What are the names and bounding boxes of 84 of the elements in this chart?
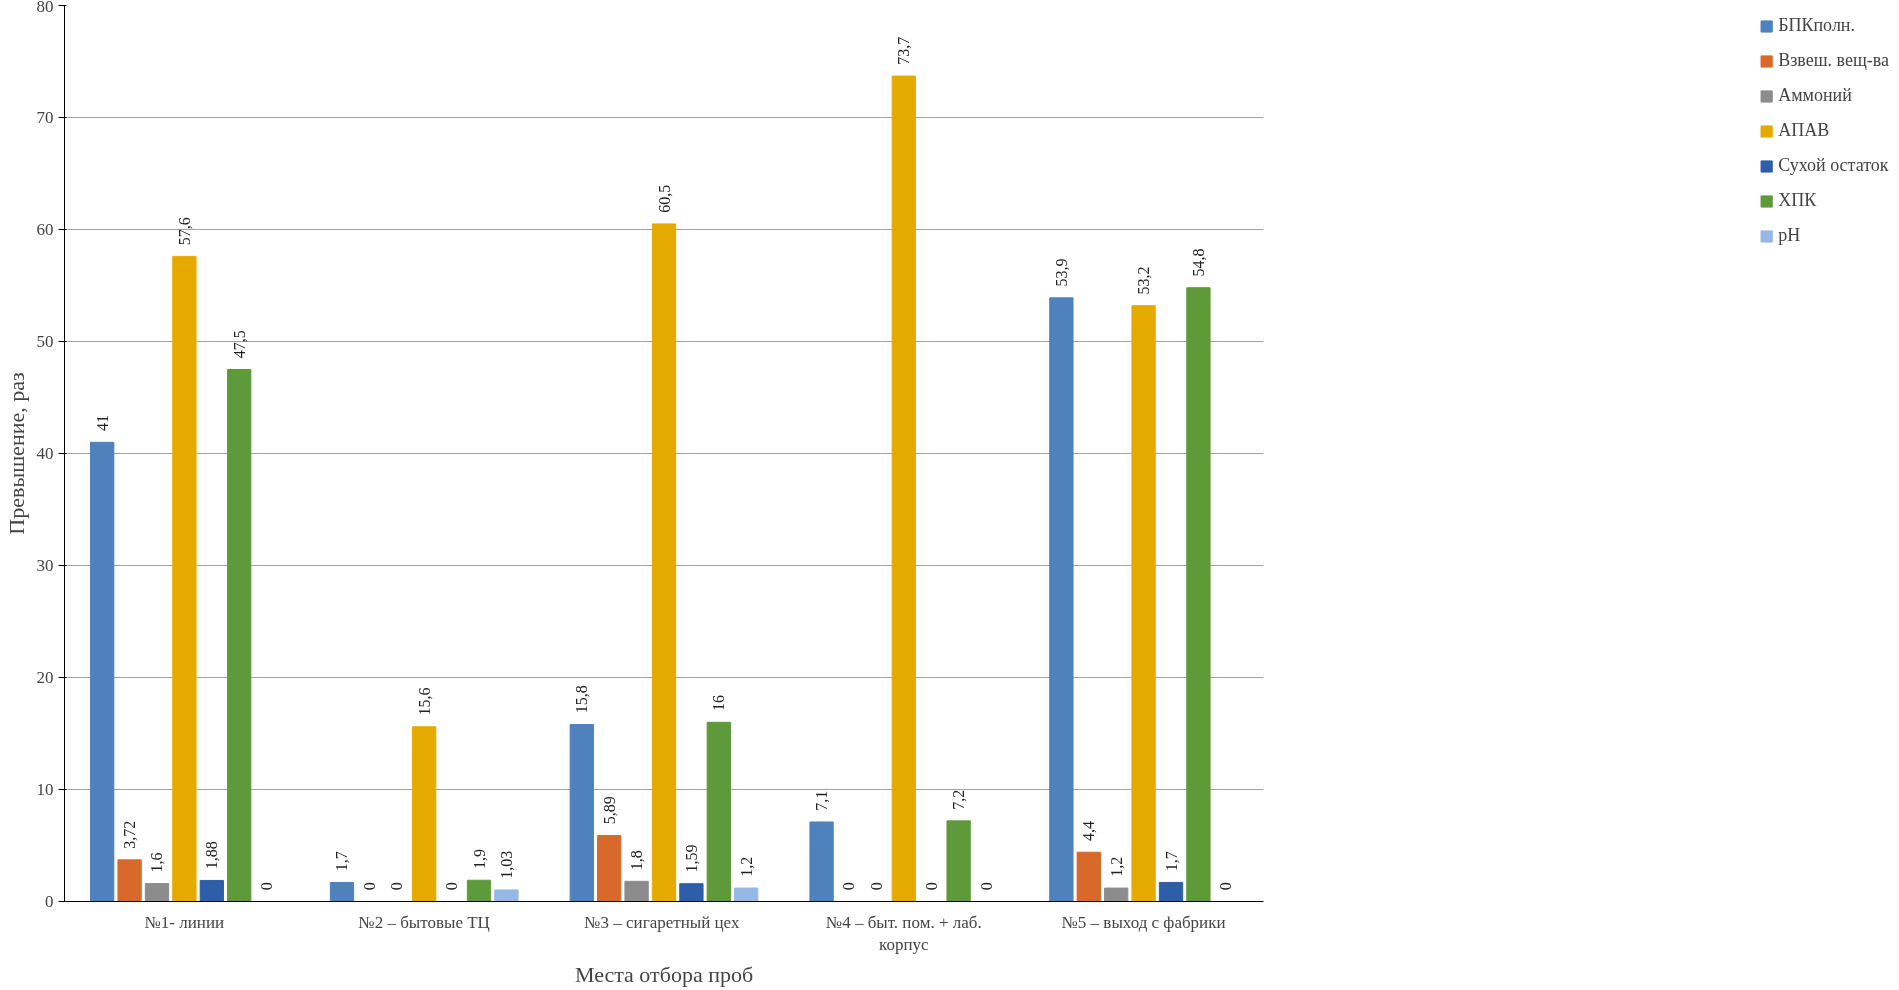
- data-label: 5,89: [600, 796, 618, 825]
- data-label: 0: [1217, 882, 1235, 891]
- data-label: 0: [922, 882, 940, 891]
- bar: [117, 859, 142, 902]
- x-tick-label: №3 – сигаретный цех: [584, 912, 740, 932]
- x-tick-label: №2 – бытовые ТЦ: [358, 912, 490, 932]
- y-axis-title: Превышение, раз: [3, 372, 29, 535]
- bar: [569, 724, 594, 902]
- bar: [1158, 881, 1184, 902]
- x-tick-label: №4 – быт. пом. + лаб. корпус: [825, 912, 982, 955]
- data-label: 15,6: [415, 687, 433, 716]
- data-label: 0: [388, 882, 406, 891]
- bar: [412, 726, 437, 902]
- data-label: 0: [258, 882, 276, 891]
- data-label: 57,6: [175, 217, 193, 246]
- legend-label: Аммоний: [1778, 85, 1852, 106]
- y-tick-label: 60: [36, 220, 54, 239]
- data-label: 0: [867, 882, 885, 891]
- data-label: 0: [443, 882, 461, 891]
- data-label: 1,7: [1162, 851, 1180, 872]
- data-label: 60,5: [655, 184, 673, 213]
- bar: [1131, 305, 1156, 902]
- bar: [679, 883, 704, 902]
- bar: [494, 889, 519, 902]
- y-tick-label: 10: [36, 780, 54, 799]
- bar: [706, 721, 731, 902]
- data-label: 1,2: [737, 856, 755, 877]
- data-label: 15,8: [573, 685, 591, 714]
- data-label: 1,7: [333, 851, 351, 872]
- bar: [329, 881, 355, 902]
- bar: [624, 880, 649, 902]
- y-tick-label: 0: [45, 892, 54, 911]
- data-label: 0: [977, 882, 995, 891]
- y-tick-label: 30: [36, 556, 54, 575]
- bar: [172, 255, 197, 902]
- bar: [1104, 887, 1129, 902]
- legend-label: ХПК: [1778, 190, 1817, 211]
- data-label: 0: [360, 882, 378, 891]
- data-label: 1,03: [497, 850, 515, 879]
- data-label: 47,5: [230, 330, 248, 359]
- bar: [227, 369, 252, 902]
- bar: [199, 879, 224, 902]
- data-label: 16: [710, 695, 728, 712]
- data-label: 1,59: [682, 844, 700, 873]
- data-label: 4,4: [1080, 821, 1098, 842]
- bar: [90, 441, 115, 902]
- bar: [891, 75, 916, 902]
- data-label: 7,2: [950, 789, 968, 810]
- x-axis-title: Места отбора проб: [574, 962, 754, 988]
- bar: [466, 879, 492, 902]
- y-tick-label: 80: [36, 0, 54, 16]
- data-label: 1,8: [628, 850, 646, 871]
- bar: [734, 887, 759, 902]
- legend-label: АПАВ: [1778, 120, 1830, 141]
- legend-label: Сухой остаток: [1778, 155, 1889, 176]
- data-label: 73,7: [895, 36, 913, 65]
- data-label: 41: [93, 415, 111, 432]
- y-tick-label: 50: [36, 332, 54, 351]
- legend-label: Взвеш. вещ-ва: [1778, 50, 1889, 71]
- legend-label: БПКполн.: [1778, 15, 1855, 36]
- data-label: 1,88: [203, 841, 221, 870]
- x-tick-label: №1- линии: [144, 912, 225, 932]
- legend-label: pH: [1778, 225, 1801, 246]
- data-label: 53,9: [1052, 258, 1070, 287]
- data-label: 3,72: [121, 820, 139, 849]
- y-tick-label: 20: [36, 668, 54, 687]
- bar: [144, 883, 170, 902]
- bar: [1076, 851, 1101, 902]
- bar: [1186, 287, 1211, 902]
- bar: [597, 835, 622, 902]
- y-tick-label: 70: [36, 108, 54, 127]
- data-label: 1,6: [148, 852, 166, 873]
- x-tick-label: №5 – выход с фабрики: [1061, 912, 1226, 932]
- bar: [809, 821, 834, 902]
- data-label: 54,8: [1189, 248, 1207, 277]
- bar: [651, 223, 677, 902]
- data-label: 53,2: [1135, 266, 1153, 295]
- bar: [1049, 297, 1074, 902]
- bar: [946, 820, 971, 902]
- y-tick-label: 40: [36, 444, 54, 463]
- data-label: 1,9: [470, 849, 488, 870]
- data-label: 7,1: [813, 790, 831, 811]
- data-label: 1,2: [1107, 856, 1125, 877]
- data-label: 0: [840, 882, 858, 891]
